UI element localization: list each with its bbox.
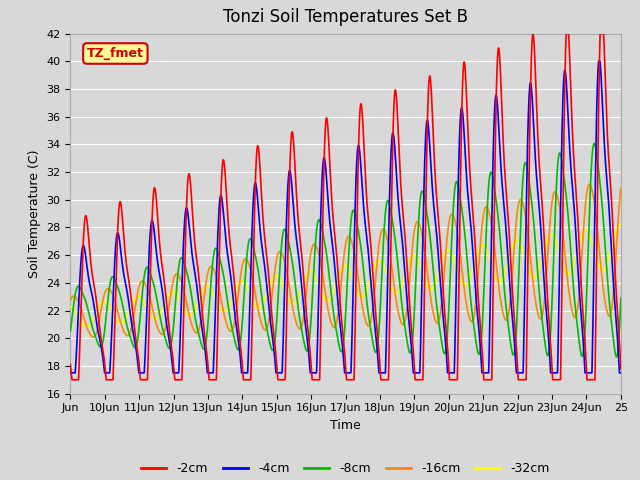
Title: Tonzi Soil Temperatures Set B: Tonzi Soil Temperatures Set B [223,9,468,26]
X-axis label: Time: Time [330,419,361,432]
Y-axis label: Soil Temperature (C): Soil Temperature (C) [28,149,41,278]
Text: TZ_fmet: TZ_fmet [87,47,144,60]
Legend: -2cm, -4cm, -8cm, -16cm, -32cm: -2cm, -4cm, -8cm, -16cm, -32cm [136,457,555,480]
